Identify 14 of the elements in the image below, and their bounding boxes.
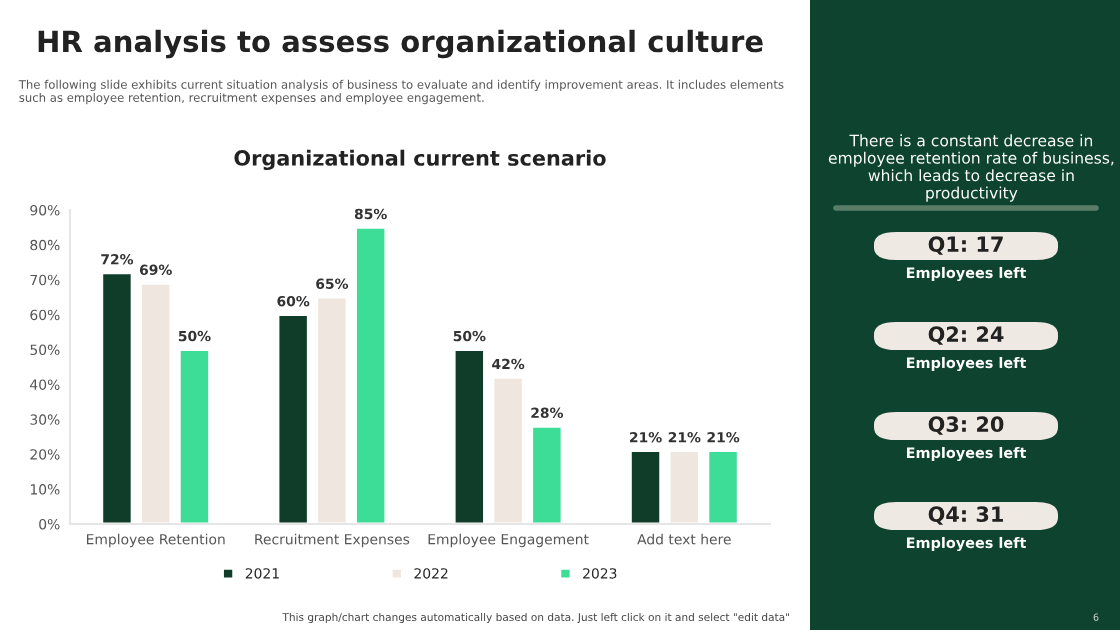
bar	[629, 449, 663, 524]
bar	[452, 348, 486, 524]
bar	[530, 424, 564, 524]
bar	[354, 226, 388, 524]
text: Q4: 31	[928, 506, 1003, 525]
text: HR analysis to assess organizational culture	[38, 29, 763, 59]
text: Q3: 20	[928, 416, 1004, 435]
text: Q1: 17	[928, 236, 1003, 255]
bar	[177, 348, 211, 524]
text: Q2: 24	[928, 326, 1004, 345]
chart-title: Organizational current scenario	[234, 149, 606, 171]
bar	[100, 271, 134, 524]
bar	[276, 313, 310, 524]
bar	[706, 449, 740, 524]
